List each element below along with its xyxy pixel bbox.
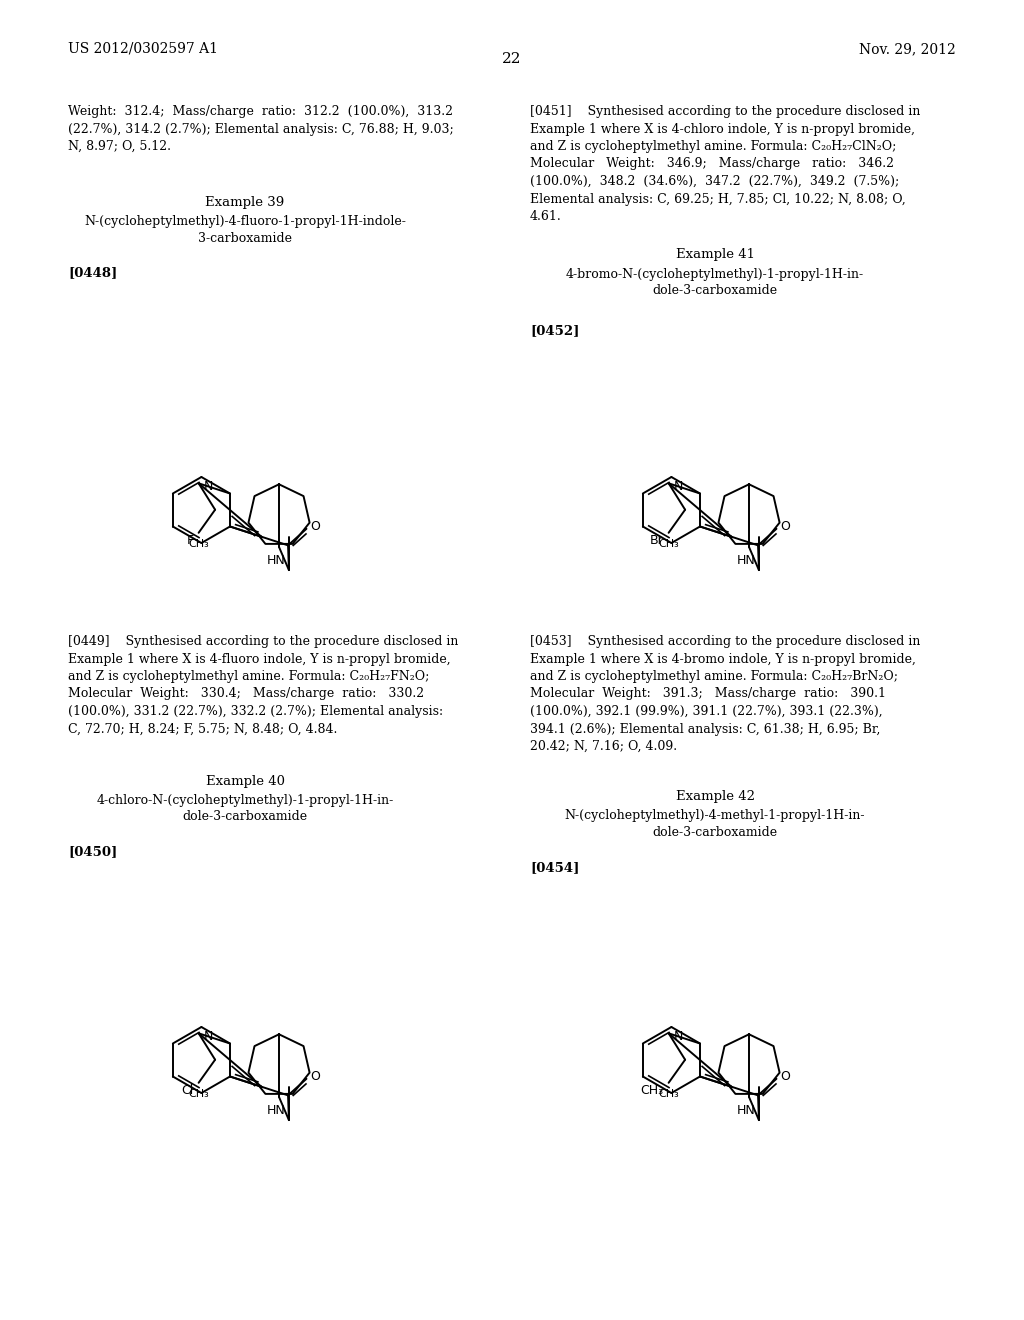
Text: [0451]    Synthesised according to the procedure disclosed in
Example 1 where X : [0451] Synthesised according to the proc… bbox=[530, 106, 921, 223]
Text: CH₃: CH₃ bbox=[658, 1089, 679, 1098]
Text: N-(cycloheptylmethyl)-4-methyl-1-propyl-1H-in-
dole-3-carboxamide: N-(cycloheptylmethyl)-4-methyl-1-propyl-… bbox=[565, 809, 865, 838]
Text: CH₃: CH₃ bbox=[188, 1089, 209, 1098]
Text: HN: HN bbox=[737, 1104, 756, 1117]
Text: Example 40: Example 40 bbox=[206, 775, 285, 788]
Text: CH₃: CH₃ bbox=[640, 1084, 664, 1097]
Text: O: O bbox=[780, 520, 791, 533]
Text: [0454]: [0454] bbox=[530, 861, 580, 874]
Text: O: O bbox=[780, 1071, 791, 1084]
Text: Cl: Cl bbox=[181, 1084, 194, 1097]
Text: F: F bbox=[186, 533, 194, 546]
Text: 4-chloro-N-(cycloheptylmethyl)-1-propyl-1H-in-
dole-3-carboxamide: 4-chloro-N-(cycloheptylmethyl)-1-propyl-… bbox=[96, 795, 393, 824]
Text: Nov. 29, 2012: Nov. 29, 2012 bbox=[859, 42, 956, 55]
Text: [0453]    Synthesised according to the procedure disclosed in
Example 1 where X : [0453] Synthesised according to the proc… bbox=[530, 635, 921, 752]
Text: [0452]: [0452] bbox=[530, 323, 580, 337]
Text: N: N bbox=[204, 479, 213, 492]
Text: [0448]: [0448] bbox=[68, 267, 118, 279]
Text: Br: Br bbox=[649, 533, 664, 546]
Text: Example 39: Example 39 bbox=[206, 195, 285, 209]
Text: N: N bbox=[674, 479, 683, 492]
Text: O: O bbox=[310, 520, 321, 533]
Text: N: N bbox=[674, 1030, 683, 1043]
Text: O: O bbox=[310, 1071, 321, 1084]
Text: 22: 22 bbox=[502, 51, 522, 66]
Text: N: N bbox=[204, 1030, 213, 1043]
Text: HN: HN bbox=[267, 1104, 286, 1117]
Text: HN: HN bbox=[737, 554, 756, 568]
Text: Weight:  312.4;  Mass/charge  ratio:  312.2  (100.0%),  313.2
(22.7%), 314.2 (2.: Weight: 312.4; Mass/charge ratio: 312.2 … bbox=[68, 106, 454, 153]
Text: CH₃: CH₃ bbox=[658, 539, 679, 549]
Text: [0450]: [0450] bbox=[68, 845, 118, 858]
Text: 4-bromo-N-(cycloheptylmethyl)-1-propyl-1H-in-
dole-3-carboxamide: 4-bromo-N-(cycloheptylmethyl)-1-propyl-1… bbox=[566, 268, 864, 297]
Text: Example 42: Example 42 bbox=[676, 789, 755, 803]
Text: HN: HN bbox=[267, 554, 286, 568]
Text: Example 41: Example 41 bbox=[676, 248, 755, 261]
Text: CH₃: CH₃ bbox=[188, 539, 209, 549]
Text: [0449]    Synthesised according to the procedure disclosed in
Example 1 where X : [0449] Synthesised according to the proc… bbox=[68, 635, 459, 735]
Text: US 2012/0302597 A1: US 2012/0302597 A1 bbox=[68, 42, 218, 55]
Text: N-(cycloheptylmethyl)-4-fluoro-1-propyl-1H-indole-
3-carboxamide: N-(cycloheptylmethyl)-4-fluoro-1-propyl-… bbox=[84, 215, 406, 244]
